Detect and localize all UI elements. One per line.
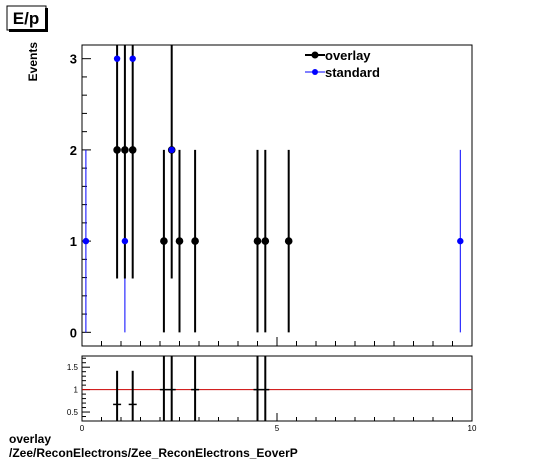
footer-line-1: overlay [9,432,52,446]
overlay-point [160,237,168,245]
legend-item-standard: standard [305,65,380,80]
overlay-point [121,146,129,154]
standard-point [113,55,121,62]
legend-item-overlay: overlay [305,48,371,63]
ratio-y-tick-label: 1.5 [67,363,79,372]
overlay-point [113,146,121,154]
overlay-point [175,237,184,245]
ratio-x-tick-label: 0 [80,424,85,433]
y-tick-label: 1 [70,234,77,249]
y-tick-label: 3 [70,52,77,67]
ratio-data-marks [113,356,270,421]
main-axes: 0 1 2 3 [70,52,473,346]
overlay-point [191,237,199,245]
title-box: E/p [6,5,48,32]
standard-point [121,237,129,245]
legend: overlay standard [305,48,380,80]
standard-point [82,237,90,245]
standard-point [457,237,464,245]
legend-label-standard: standard [325,65,380,80]
ratio-y-tick-label: 1 [74,386,79,395]
ratio-x-tick-label: 10 [468,424,477,433]
y-tick-label: 2 [70,143,77,158]
standard-point [168,146,175,154]
overlay-point [284,237,293,245]
overlay-point [128,146,137,154]
y-tick-label: 0 [70,325,77,340]
y-axis-label: Events [26,42,40,82]
footer-line-2: /Zee/ReconElectrons/Zee_ReconElectrons_E… [9,446,298,460]
ratio-plot-frame [81,355,473,422]
main-plot-frame [81,44,473,347]
ratio-y-tick-label: 0.5 [67,408,79,417]
standard-point [129,55,136,62]
ratio-axes: 0.5 1 1.5 0 5 10 [67,357,477,433]
overlay-point [253,237,262,245]
main-data-marks [82,45,464,333]
legend-label-overlay: overlay [325,48,371,63]
ratio-x-tick-label: 5 [275,424,280,433]
overlay-point [261,237,270,245]
chart-title: E/p [13,9,39,28]
